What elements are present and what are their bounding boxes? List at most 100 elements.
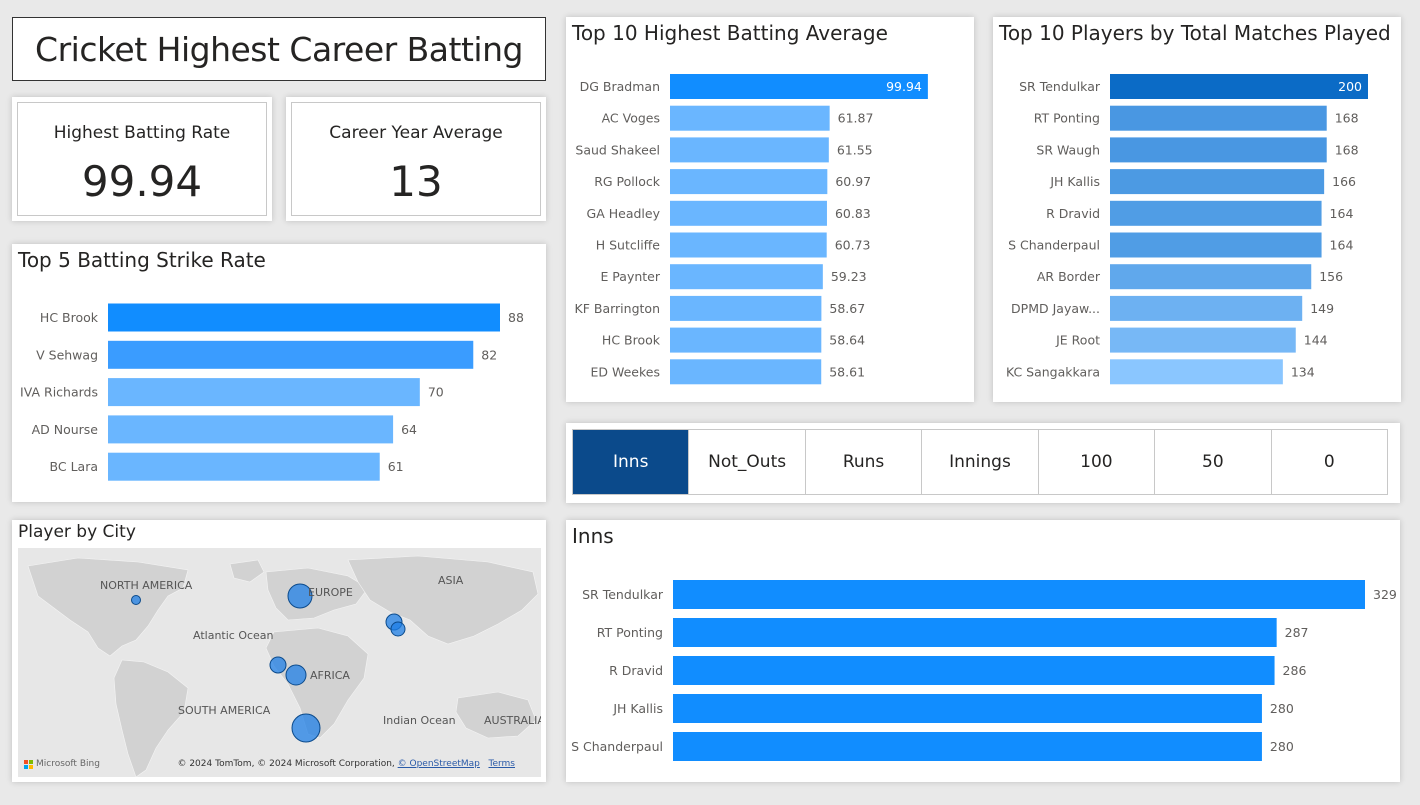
slicer-option-100[interactable]: 100 <box>1038 430 1156 494</box>
bar[interactable] <box>1110 295 1303 321</box>
inns-chart-card[interactable]: Inns SR Tendulkar 329 RT Ponting 287 R Dravi… <box>566 520 1400 782</box>
bar[interactable] <box>673 618 1277 647</box>
slicer-option-50[interactable]: 50 <box>1155 430 1272 494</box>
kpi-value: 13 <box>389 157 443 206</box>
microsoft-logo-icon <box>24 759 33 769</box>
category-label: BC Lara <box>50 459 98 474</box>
metric-slicer: Inns Not_Outs Runs Innings 100 50 0 <box>572 429 1388 495</box>
chart-title: Top 10 Players by Total Matches Played <box>999 21 1391 45</box>
city-bubble[interactable] <box>287 583 313 609</box>
kpi-card-career-year-average[interactable]: Career Year Average 13 <box>286 97 546 221</box>
map-label-south-america: SOUTH AMERICA <box>178 704 271 717</box>
data-label: 166 <box>1332 174 1356 189</box>
category-label: SR Tendulkar <box>1019 79 1101 94</box>
bar[interactable] <box>1110 169 1325 195</box>
bar[interactable] <box>1110 105 1327 131</box>
bar[interactable] <box>673 656 1275 685</box>
slicer-option-runs[interactable]: Runs <box>805 430 923 494</box>
category-label: AC Voges <box>602 111 660 126</box>
data-label: 286 <box>1283 663 1307 678</box>
bar[interactable] <box>670 74 928 99</box>
bar[interactable] <box>670 169 828 195</box>
bar[interactable] <box>1110 232 1322 258</box>
kpi-card-frame: Career Year Average 13 <box>291 102 541 216</box>
data-label: 200 <box>1338 79 1362 94</box>
slicer-option-inns[interactable]: Inns <box>573 430 690 494</box>
slicer-option-innings[interactable]: Innings <box>922 430 1039 494</box>
data-label: 64 <box>401 422 417 437</box>
matches-chart-card[interactable]: Top 10 Players by Total Matches Played S… <box>993 17 1401 402</box>
bar[interactable] <box>1110 137 1327 163</box>
bar[interactable] <box>108 303 500 332</box>
data-label: 82 <box>481 347 497 362</box>
strike-rate-chart-card[interactable]: Top 5 Batting Strike Rate HC Brook 88 V Se… <box>12 244 546 502</box>
data-label: 144 <box>1304 333 1328 348</box>
matches-chart: SR Tendulkar 200 RT Ponting 168 SR Waugh 168 J… <box>1006 74 1368 385</box>
category-label: DG Bradman <box>580 79 660 94</box>
dashboard-title-card: Cricket Highest Career Batting <box>12 17 546 81</box>
map-copyright-text: © 2024 TomTom, © 2024 Microsoft Corporat… <box>177 759 398 769</box>
bar[interactable] <box>670 137 829 163</box>
player-by-city-map-card[interactable]: Player by City NORTH AMERICA EUROPE ASI <box>12 520 546 782</box>
city-bubble[interactable] <box>291 713 321 743</box>
bar[interactable] <box>673 694 1262 723</box>
map-title: Player by City <box>18 522 136 542</box>
data-label: 70 <box>428 385 444 400</box>
world-map[interactable]: NORTH AMERICA EUROPE ASIA Atlantic Ocean… <box>18 548 541 777</box>
dashboard-title: Cricket Highest Career Batting <box>35 30 523 69</box>
kpi-label: Career Year Average <box>329 123 503 143</box>
bar[interactable] <box>1110 359 1283 385</box>
bar[interactable] <box>108 452 380 481</box>
category-label: V Sehwag <box>36 347 98 362</box>
bar[interactable] <box>673 580 1365 609</box>
category-label: Saud Shakeel <box>575 142 660 157</box>
bar[interactable] <box>1110 327 1296 353</box>
city-bubble[interactable] <box>390 621 406 637</box>
batting-average-chart-card[interactable]: Top 10 Highest Batting Average DG Bradma… <box>566 17 974 402</box>
bar[interactable] <box>1110 264 1312 290</box>
bar[interactable] <box>670 200 827 226</box>
bar[interactable] <box>673 732 1262 761</box>
data-label: 280 <box>1270 739 1294 754</box>
bar[interactable] <box>1110 200 1322 226</box>
category-label: SR Waugh <box>1036 142 1100 157</box>
data-label: 168 <box>1335 111 1359 126</box>
bar[interactable] <box>670 295 822 321</box>
category-label: KF Barrington <box>575 301 660 316</box>
category-label: DPMD Jayaw... <box>1011 301 1100 316</box>
data-label: 61.87 <box>838 111 874 126</box>
bar[interactable] <box>108 415 394 444</box>
category-label: AD Nourse <box>32 422 99 437</box>
slicer-option-0[interactable]: 0 <box>1271 430 1387 494</box>
data-label: 60.73 <box>835 238 871 253</box>
bing-logo-text: Microsoft Bing <box>36 759 100 769</box>
category-label: JE Root <box>1055 333 1100 348</box>
data-label: 58.64 <box>829 333 865 348</box>
bar[interactable] <box>670 105 830 131</box>
data-label: 88 <box>508 310 524 325</box>
bar[interactable] <box>108 340 474 369</box>
bar[interactable] <box>670 327 822 353</box>
bar[interactable] <box>1110 74 1368 99</box>
chart-title: Inns <box>572 524 614 548</box>
kpi-card-frame: Highest Batting Rate 99.94 <box>17 102 267 216</box>
metric-slicer-card: Inns Not_Outs Runs Innings 100 50 0 <box>566 423 1400 503</box>
map-label-africa: AFRICA <box>310 669 350 682</box>
category-label: RT Ponting <box>597 625 663 640</box>
terms-link[interactable]: Terms <box>488 759 515 769</box>
category-label: R Dravid <box>609 663 663 678</box>
bar[interactable] <box>670 264 823 290</box>
data-label: 61.55 <box>837 142 873 157</box>
inns-chart: SR Tendulkar 329 RT Ponting 287 R Dravid 286 J… <box>571 580 1397 761</box>
kpi-card-highest-batting-rate[interactable]: Highest Batting Rate 99.94 <box>12 97 272 221</box>
openstreetmap-link[interactable]: © OpenStreetMap <box>397 759 480 769</box>
city-bubble[interactable] <box>131 595 141 605</box>
bar[interactable] <box>670 359 822 385</box>
bar[interactable] <box>670 232 827 258</box>
bar[interactable] <box>108 378 420 407</box>
city-bubble[interactable] <box>269 656 287 674</box>
city-bubble[interactable] <box>285 664 307 686</box>
slicer-option-not-outs[interactable]: Not_Outs <box>689 430 806 494</box>
data-label: 58.61 <box>829 364 865 379</box>
map-copyright: © 2024 TomTom, © 2024 Microsoft Corporat… <box>177 759 515 769</box>
